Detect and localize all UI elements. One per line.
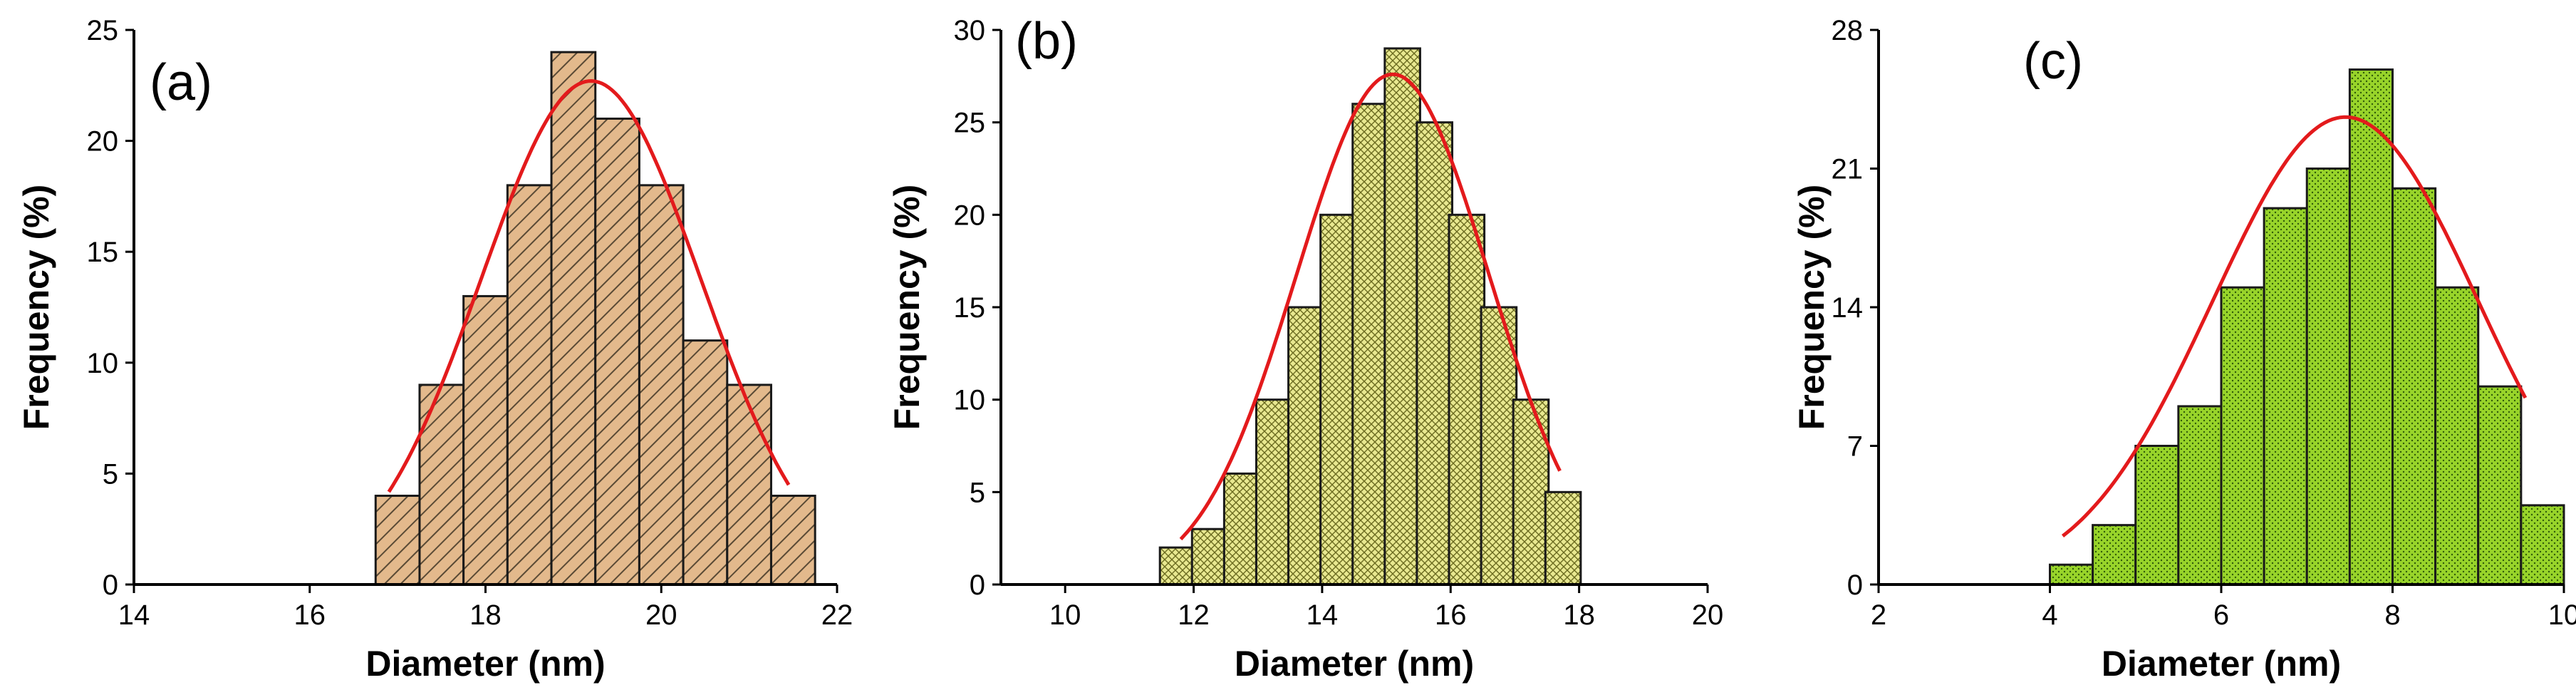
y-tick-label: 5 xyxy=(103,458,118,490)
y-tick-label: 25 xyxy=(87,15,119,46)
x-axis-label: Diameter (nm) xyxy=(2102,644,2341,684)
x-tick-label: 10 xyxy=(1049,599,1081,631)
gaussian-fit-curve xyxy=(1179,72,1562,541)
histogram-bar xyxy=(1448,213,1486,586)
x-tick-label: 14 xyxy=(1307,599,1339,631)
x-tick-label: 6 xyxy=(2213,599,2229,631)
histogram-bar xyxy=(638,184,685,586)
histogram-bar xyxy=(1383,47,1421,586)
x-tick-label: 20 xyxy=(1692,599,1724,631)
histogram-bar xyxy=(2520,504,2565,586)
y-axis-label: Frequency (%) xyxy=(1792,185,1832,431)
y-tick-label: 0 xyxy=(1847,570,1863,601)
x-tick-label: 18 xyxy=(1563,599,1595,631)
histogram-bar xyxy=(2177,405,2223,586)
histogram-bar xyxy=(726,383,772,586)
histogram-bar xyxy=(462,294,509,586)
y-tick-label: 30 xyxy=(954,15,986,46)
x-tick-label: 8 xyxy=(2384,599,2400,631)
chart-panel-1: 14 16 18 20 22 0 5 10 15 20 25 Diameter (nm) Frequen… xyxy=(16,15,853,684)
histogram-bar xyxy=(1351,103,1389,586)
y-tick-label: 0 xyxy=(970,570,985,601)
histogram-bar xyxy=(2434,286,2480,586)
histogram-bar xyxy=(418,383,465,586)
histogram-bar xyxy=(682,339,729,586)
x-tick-label: 12 xyxy=(1178,599,1210,631)
y-tick-label: 0 xyxy=(103,570,118,601)
histogram-bar xyxy=(2134,445,2180,586)
x-axis-label: Diameter (nm) xyxy=(1235,644,1474,684)
histogram-bar xyxy=(1287,306,1325,586)
histogram-bar xyxy=(1319,213,1357,586)
y-tick-label: 10 xyxy=(954,385,986,416)
chart-panel-2: 10 12 14 16 18 20 0 5 10 15 20 25 30 Diameter (nm) Fre… xyxy=(887,13,1723,684)
y-axis-label: Frequency (%) xyxy=(16,185,56,431)
x-tick-label: 22 xyxy=(821,599,853,631)
histogram-bar xyxy=(769,495,816,586)
histogram-bar xyxy=(374,495,421,586)
histogram-bar xyxy=(1158,546,1197,586)
histogram-bar xyxy=(2220,286,2265,586)
histogram-bar xyxy=(1512,398,1550,586)
y-tick-label: 10 xyxy=(87,348,119,379)
histogram-bar xyxy=(1190,527,1229,586)
histogram-bar xyxy=(2263,207,2308,586)
x-tick-label: 10 xyxy=(2548,599,2576,631)
x-tick-label: 4 xyxy=(2042,599,2057,631)
histogram-bar xyxy=(2049,563,2094,586)
histogram-bar xyxy=(2477,385,2523,586)
histogram-bar xyxy=(2305,168,2351,586)
histogram-bar xyxy=(2391,187,2437,586)
y-tick-label: 5 xyxy=(970,477,985,508)
histogram-bar xyxy=(1544,490,1582,586)
panel-label: (b) xyxy=(1015,13,1078,70)
y-tick-label: 7 xyxy=(1847,431,1863,463)
panel-label: (a) xyxy=(150,54,212,111)
x-tick-label: 18 xyxy=(469,599,502,631)
y-tick-label: 28 xyxy=(1832,15,1864,46)
x-tick-label: 20 xyxy=(645,599,677,631)
y-tick-label: 25 xyxy=(954,108,986,139)
histogram-bar xyxy=(506,184,553,586)
gaussian-fit-curve xyxy=(2061,115,2528,537)
y-tick-label: 14 xyxy=(1832,292,1864,324)
y-tick-label: 21 xyxy=(1832,154,1864,185)
x-tick-label: 14 xyxy=(118,599,150,631)
histogram-bar xyxy=(1222,472,1261,586)
x-tick-label: 16 xyxy=(1435,599,1467,631)
histogram-bar xyxy=(1416,121,1454,586)
gaussian-fit-curve xyxy=(387,79,791,493)
x-axis-label: Diameter (nm) xyxy=(365,644,605,684)
y-tick-label: 15 xyxy=(87,237,119,268)
chart-panel-3: 2 4 6 8 10 0 7 14 21 28 Diameter (nm) Frequency (%)… xyxy=(1792,15,2576,684)
histogram-bar xyxy=(1255,398,1293,586)
y-tick-label: 20 xyxy=(954,200,986,231)
histogram-bar xyxy=(550,51,597,586)
histogram-bar xyxy=(2348,68,2394,586)
panel-label: (c) xyxy=(2023,33,2083,90)
histogram-bar xyxy=(594,117,640,586)
y-tick-label: 20 xyxy=(87,126,119,158)
y-axis-label: Frequency (%) xyxy=(887,185,927,431)
histogram-bar xyxy=(2092,524,2137,586)
y-tick-label: 15 xyxy=(954,292,986,324)
x-tick-label: 2 xyxy=(1871,599,1886,631)
x-tick-label: 16 xyxy=(294,599,326,631)
